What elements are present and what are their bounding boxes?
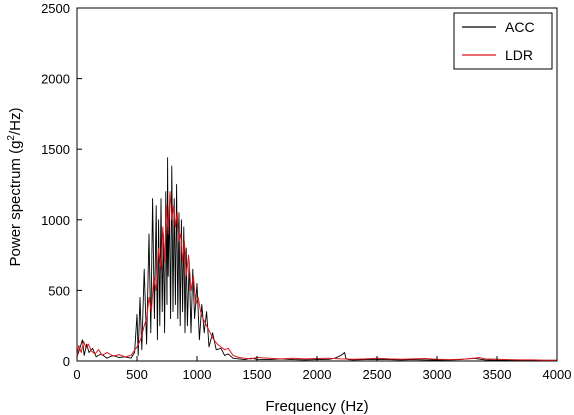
y-tick-label: 2500 (41, 1, 70, 16)
y-axis-title-main: Power spectrum (g (7, 141, 24, 267)
y-tick-label: 0 (63, 354, 70, 369)
x-tick-label: 1500 (243, 367, 272, 382)
legend: ACC LDR (453, 12, 553, 70)
legend-label-acc: ACC (505, 19, 535, 35)
x-tick-label: 2500 (363, 367, 392, 382)
y-tick-label: 1000 (41, 213, 70, 228)
series-line-ldr (76, 191, 558, 361)
x-axis-ticks: 0 500 1000 1500 2000 2500 3000 3500 4000 (73, 356, 571, 382)
x-axis-title: Frequency (Hz) (265, 398, 368, 415)
y-axis-title: Power spectrum (g2/Hz) (6, 108, 24, 267)
y-tick-label: 500 (48, 283, 70, 298)
y-axis-title-tail: /Hz) (7, 108, 24, 136)
series-line-acc (76, 157, 557, 361)
x-tick-label: 3000 (423, 367, 452, 382)
x-tick-label: 2000 (303, 367, 332, 382)
x-tick-label: 0 (73, 367, 80, 382)
y-axis-title-superscript: 2 (6, 135, 17, 141)
x-tick-label: 1000 (183, 367, 212, 382)
y-tick-label: 1500 (41, 142, 70, 157)
y-axis-ticks: 0 500 1000 1500 2000 2500 (41, 1, 82, 369)
x-tick-label: 4000 (543, 367, 572, 382)
series-layer (76, 157, 558, 361)
x-tick-label: 500 (126, 367, 148, 382)
y-tick-label: 2000 (41, 72, 70, 87)
legend-box (453, 12, 553, 70)
legend-label-ldr: LDR (505, 47, 533, 63)
x-tick-label: 3500 (483, 367, 512, 382)
